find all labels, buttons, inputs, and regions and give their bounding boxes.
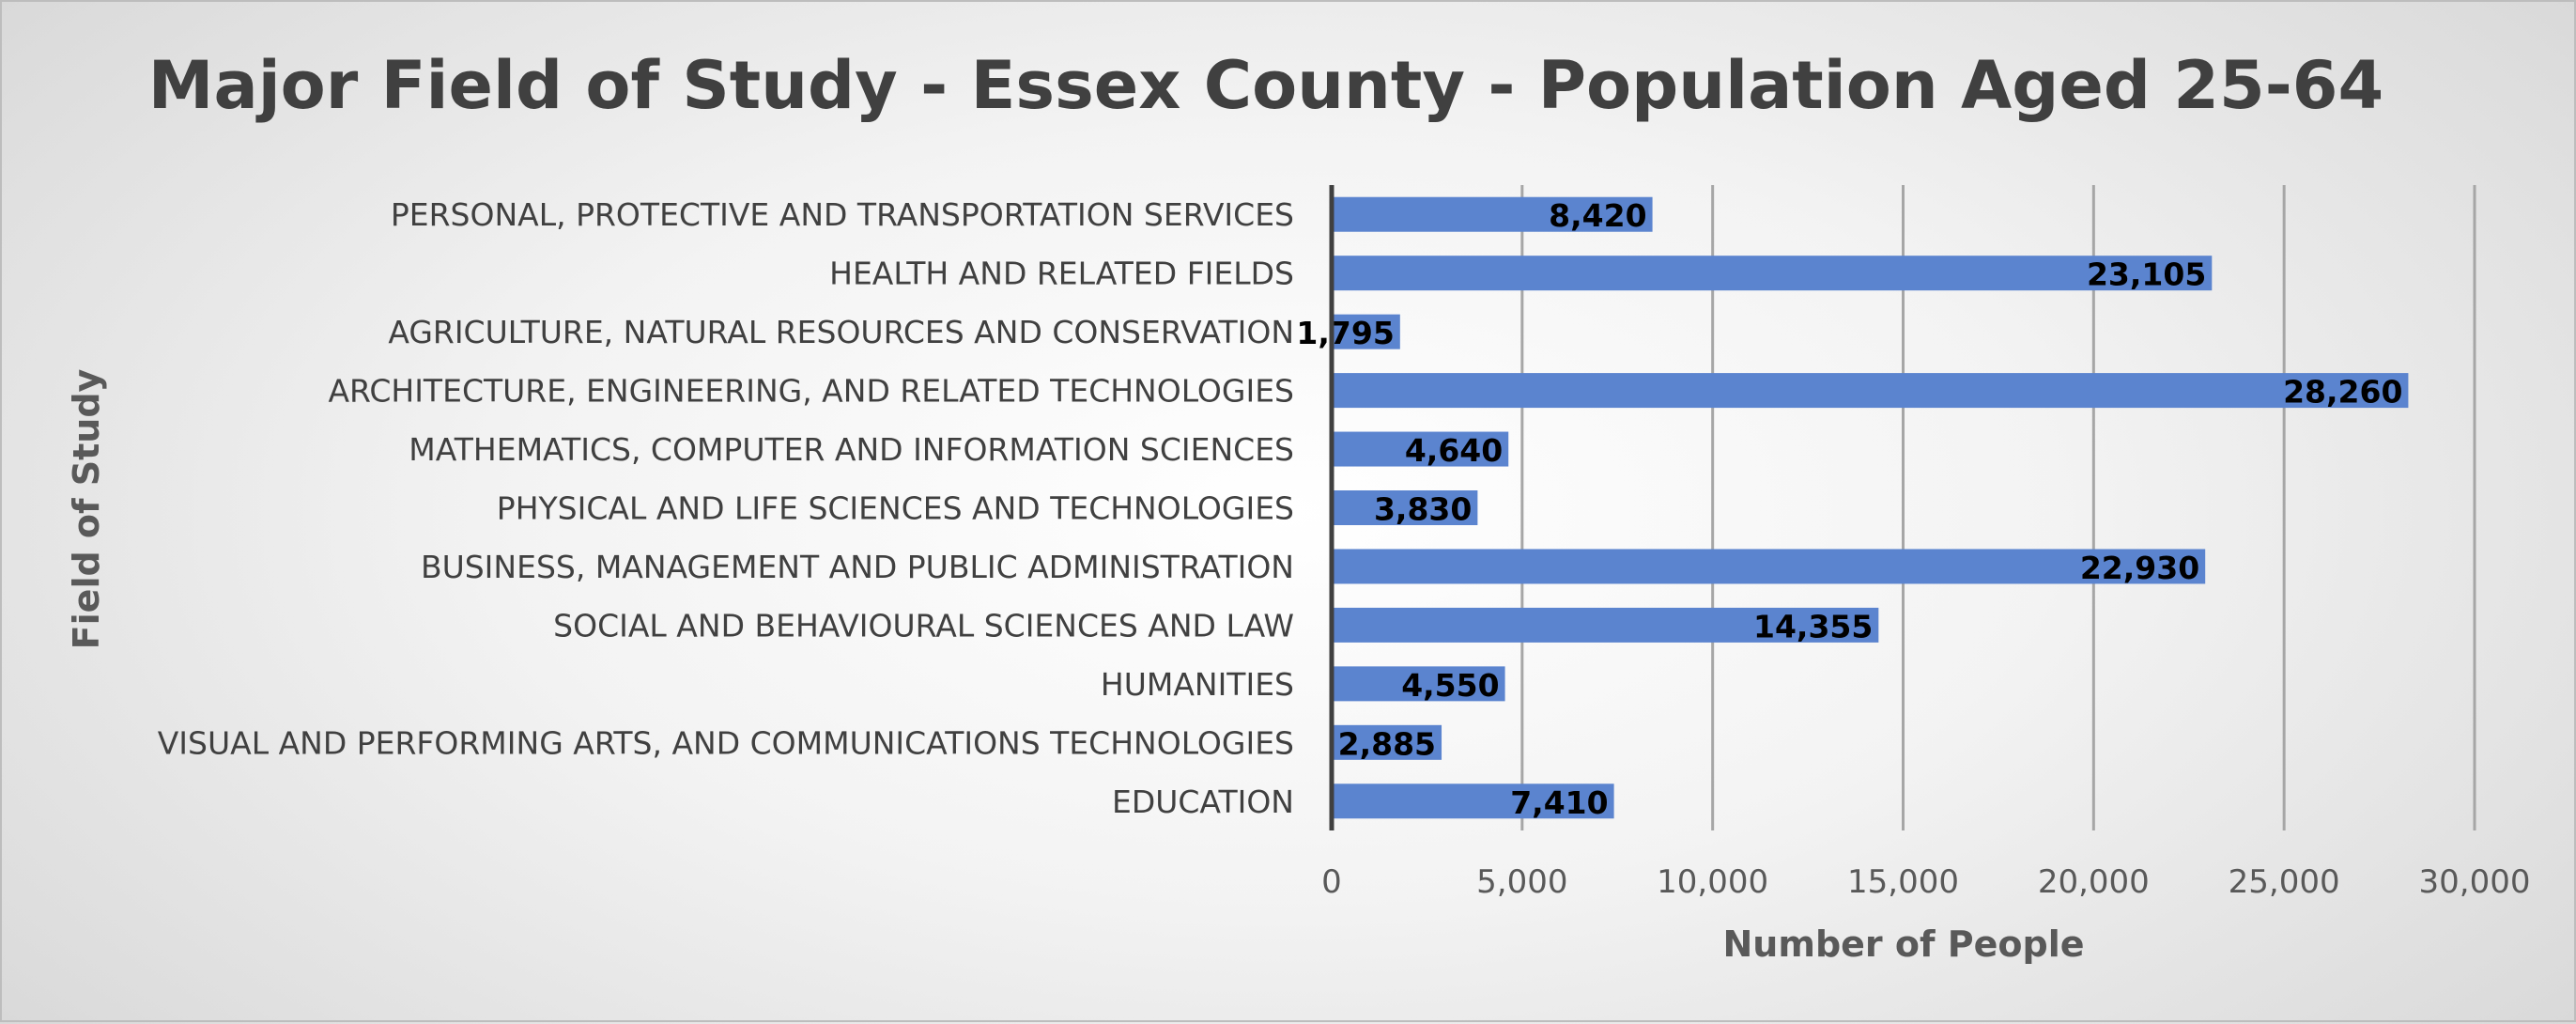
x-axis-title: Number of People (1723, 923, 2085, 965)
gridlines (1520, 185, 2476, 830)
data-label: 4,550 (1401, 667, 1499, 704)
category-label: PHYSICAL AND LIFE SCIENCES AND TECHNOLOG… (497, 490, 1294, 527)
data-label: 22,930 (2080, 550, 2199, 586)
bars (1332, 196, 2409, 819)
x-tick-label: 15,000 (1847, 863, 1959, 901)
bar (1332, 607, 1879, 643)
bar (1332, 724, 1442, 760)
data-label: 7,410 (1510, 784, 1608, 821)
category-label: ARCHITECTURE, ENGINEERING, AND RELATED T… (328, 373, 1294, 410)
data-label: 2,885 (1338, 725, 1436, 762)
x-tick-label: 30,000 (2419, 863, 2531, 901)
category-label: PERSONAL, PROTECTIVE AND TRANSPORTATION … (391, 196, 1294, 233)
category-label: AGRICULTURE, NATURAL RESOURCES AND CONSE… (388, 314, 1294, 350)
x-tick-label: 10,000 (1657, 863, 1768, 901)
category-labels: PERSONAL, PROTECTIVE AND TRANSPORTATION … (158, 196, 1294, 820)
data-label: 3,830 (1374, 491, 1472, 528)
category-label: HUMANITIES (1101, 666, 1294, 703)
data-label: 4,640 (1405, 432, 1503, 469)
x-tick-label: 0 (1321, 863, 1342, 901)
bar (1332, 373, 2409, 409)
data-label: 1,795 (1296, 315, 1394, 351)
x-tick-label: 25,000 (2229, 863, 2340, 901)
category-label: VISUAL AND PERFORMING ARTS, AND COMMUNIC… (158, 724, 1294, 761)
chart-title: Major Field of Study - Essex County - Po… (148, 47, 2383, 124)
y-axis-title: Field of Study (66, 368, 107, 649)
data-label: 8,420 (1549, 197, 1646, 234)
bar (1332, 431, 1509, 467)
data-label: 28,260 (2283, 374, 2402, 411)
data-label: 14,355 (1753, 608, 1873, 644)
bar (1332, 256, 2213, 291)
bar (1332, 784, 1614, 819)
category-label: MATHEMATICS, COMPUTER AND INFORMATION SC… (409, 431, 1294, 468)
category-label: SOCIAL AND BEHAVIOURAL SCIENCES AND LAW (553, 607, 1294, 644)
bar (1332, 314, 1400, 349)
category-label: BUSINESS, MANAGEMENT AND PUBLIC ADMINIST… (421, 549, 1294, 585)
x-tick-label: 5,000 (1476, 863, 1567, 901)
bar (1332, 196, 1653, 232)
category-label: HEALTH AND RELATED FIELDS (829, 256, 1294, 292)
category-label: EDUCATION (1112, 784, 1294, 820)
bar (1332, 666, 1505, 702)
x-tick-label: 20,000 (2038, 863, 2150, 901)
x-tick-labels: 0 5,000 10,000 15,000 20,000 25,000 30,000 (1321, 863, 2530, 901)
data-label: 23,105 (2087, 256, 2206, 293)
bar (1332, 490, 1478, 525)
bar (1332, 549, 2206, 584)
data-labels: 8,420 23,105 1,795 28,260 4,640 3,830 22,930 14… (1296, 197, 2402, 821)
